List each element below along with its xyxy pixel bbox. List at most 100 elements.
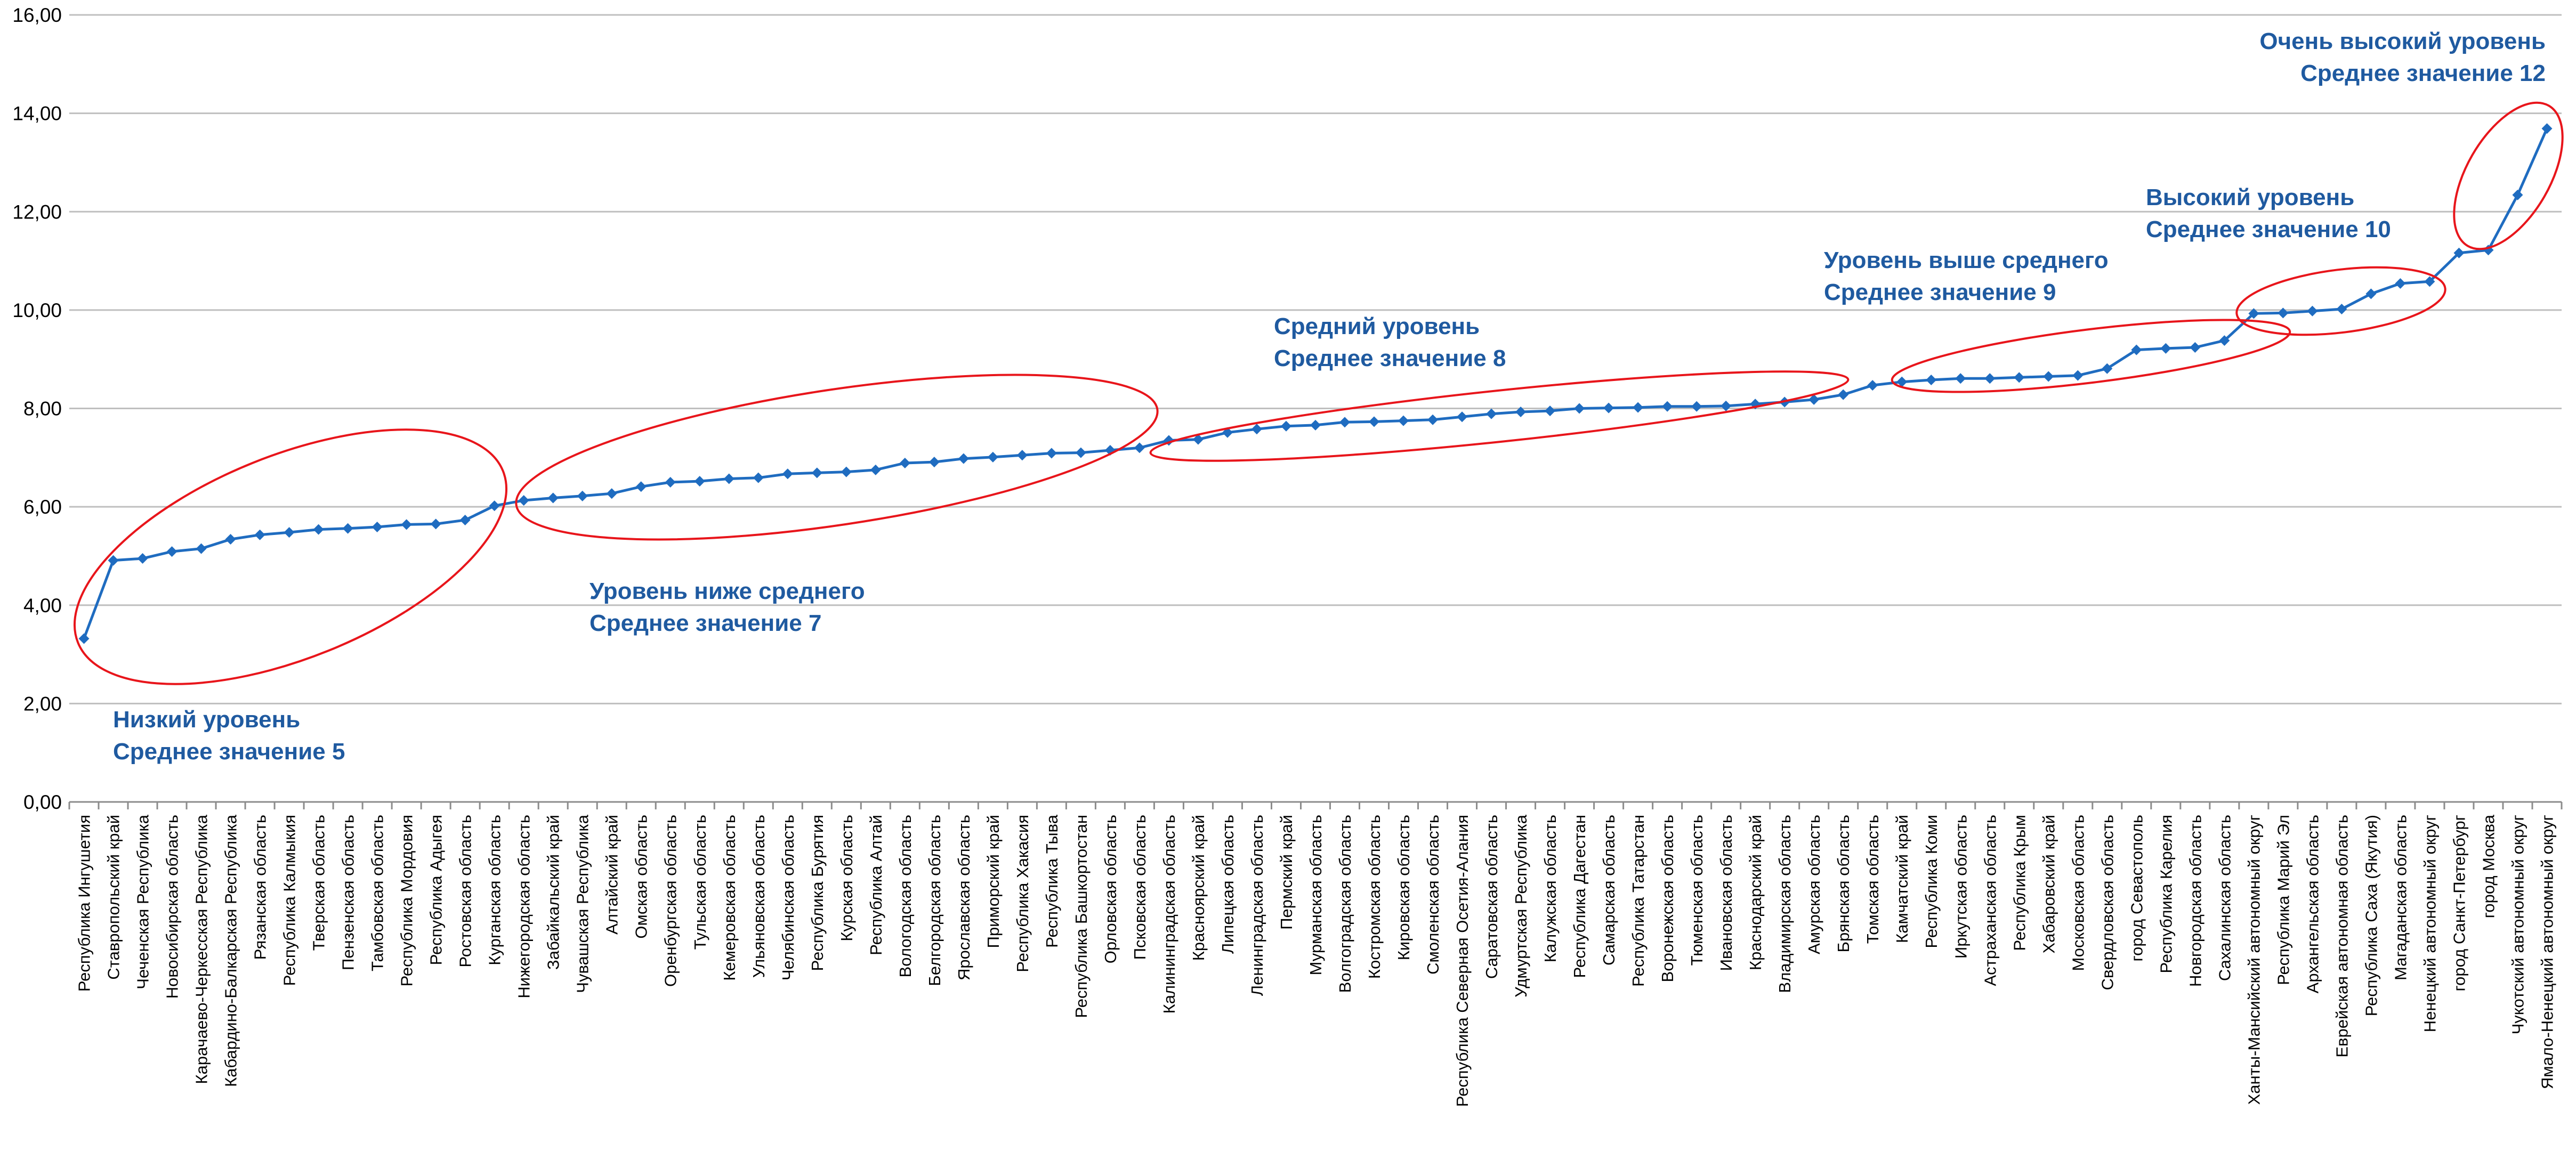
x-tick-label: Камчатский край	[1893, 815, 1911, 943]
x-tick-label: Тюменская область	[1687, 815, 1706, 966]
data-point	[2102, 363, 2113, 374]
data-point	[1251, 424, 1262, 435]
data-point	[870, 464, 881, 475]
x-tick-label: Республика Адыгея	[427, 815, 446, 965]
data-point	[1280, 420, 1291, 432]
data-point	[577, 490, 588, 501]
data-point	[899, 457, 910, 468]
x-tick-label: Чеченская Республика	[134, 814, 152, 989]
data-point	[430, 518, 441, 530]
x-tick-label: Воронежская область	[1658, 815, 1677, 982]
x-tick-label: Амурская область	[1805, 815, 1823, 954]
x-tick-label: Республика Калмыкия	[280, 815, 299, 986]
x-tick-label: Брянская область	[1834, 815, 1853, 952]
x-tick-label: Курская область	[837, 815, 856, 942]
x-tick-label: Республика Ингушетия	[75, 815, 94, 992]
data-point	[1427, 414, 1439, 425]
x-tick-label: Томская область	[1863, 815, 1882, 944]
x-tick-label: Республика Северная Осетия-Алания	[1453, 815, 1472, 1107]
x-tick-label: Калужская область	[1541, 815, 1560, 962]
annotation-level: Очень высокий уровень	[2259, 28, 2546, 54]
x-tick-label: Карачаево-Черкесская Республика	[192, 814, 211, 1084]
data-point	[2336, 304, 2347, 315]
data-point	[1046, 448, 1057, 459]
x-tick-label: Магаданская область	[2391, 815, 2410, 980]
group-ellipse	[1149, 370, 1850, 462]
data-point	[225, 534, 236, 545]
group-ellipse	[1891, 319, 2291, 393]
x-tick-label: Приморский край	[984, 815, 1003, 948]
x-tick-label: Калининградская область	[1160, 815, 1178, 1013]
x-tick-label: Ивановская область	[1717, 815, 1735, 971]
data-point	[1691, 401, 1702, 412]
data-point	[459, 515, 471, 526]
data-point	[1662, 401, 1673, 412]
x-tick-label: Волгоградская область	[1336, 815, 1354, 993]
data-point	[78, 633, 90, 644]
data-point	[2453, 247, 2465, 258]
data-point	[635, 481, 647, 492]
y-tick-label: 12,00	[12, 201, 62, 223]
x-tick-label: Кировская область	[1394, 815, 1413, 960]
data-point	[2512, 189, 2523, 200]
x-tick-label: Самарская область	[1600, 815, 1618, 966]
x-tick-label: Саратовская область	[1482, 815, 1501, 979]
annotation-level: Высокий уровень	[2146, 184, 2354, 210]
data-point	[2248, 308, 2259, 319]
data-point	[137, 553, 148, 564]
x-tick-label: Алтайский край	[603, 815, 621, 935]
x-tick-label: город Санкт-Петербург	[2450, 815, 2468, 992]
data-point	[196, 543, 207, 554]
x-tick-label: Пермский край	[1277, 815, 1296, 930]
data-point	[2424, 276, 2435, 287]
data-point	[811, 467, 822, 478]
x-tick-label: город Москва	[2479, 814, 2498, 918]
data-point	[2365, 288, 2377, 299]
data-point	[518, 495, 529, 506]
x-tick-label: Красноярский край	[1189, 815, 1208, 961]
x-tick-label: Удмуртская Республика	[1512, 814, 1530, 997]
x-tick-label: Свердловская область	[2098, 815, 2117, 990]
annotation-mean: Среднее значение 10	[2146, 216, 2391, 242]
x-tick-label: Чукотский автономный округ	[2508, 815, 2527, 1034]
x-tick-label: Костромская область	[1365, 815, 1384, 979]
group-ellipse	[74, 428, 507, 685]
data-point	[1633, 402, 1644, 413]
data-point	[694, 476, 705, 487]
x-tick-label: Республика Мордовия	[398, 815, 416, 986]
data-point	[2278, 307, 2289, 319]
annotation-level: Уровень ниже среднего	[590, 578, 865, 604]
data-point	[1192, 434, 1204, 445]
x-tick-label: Республика Хакасия	[1013, 815, 1032, 972]
x-tick-label: Сахалинская область	[2215, 815, 2234, 981]
x-tick-label: Чувашская Республика	[574, 814, 592, 993]
data-point	[1896, 376, 1908, 387]
x-tick-label: Кабардино-Балкарская Республика	[222, 814, 240, 1087]
x-tick-label: Челябинская область	[779, 815, 797, 980]
data-point	[2160, 343, 2171, 354]
data-point	[606, 488, 617, 499]
data-point	[254, 529, 265, 540]
x-tick-label: Ставропольский край	[104, 815, 123, 980]
x-tick-label: Республика Бурятия	[808, 815, 827, 971]
x-tick-label: Республика Башкортостан	[1072, 815, 1091, 1018]
x-tick-label: Республика Татарстан	[1629, 815, 1648, 987]
x-tick-label: Ленинградская область	[1248, 815, 1266, 996]
x-tick-label: Иркутская область	[1951, 815, 1970, 959]
x-tick-label: Республика Крым	[2010, 815, 2029, 951]
data-point	[1398, 415, 1409, 426]
x-tick-label: Орловская область	[1101, 815, 1120, 963]
x-tick-label: Республика Марий Эл	[2274, 815, 2292, 985]
data-point	[1486, 408, 1497, 419]
x-tick-label: Московская область	[2069, 815, 2087, 971]
y-tick-label: 14,00	[12, 103, 62, 125]
x-tick-label: Рязанская область	[251, 815, 270, 960]
group-ellipse	[515, 374, 1159, 541]
x-tick-label: Новгородская область	[2186, 815, 2204, 987]
annotation-mean: Среднее значение 9	[1824, 279, 2056, 305]
x-tick-label: Ростовская область	[456, 815, 475, 967]
y-axis-tick-labels: 0,00 2,00 4,00 6,00 8,00 10,00 12,00 14,00 16,00	[12, 4, 62, 813]
data-point	[2219, 335, 2230, 346]
data-point	[723, 473, 734, 484]
